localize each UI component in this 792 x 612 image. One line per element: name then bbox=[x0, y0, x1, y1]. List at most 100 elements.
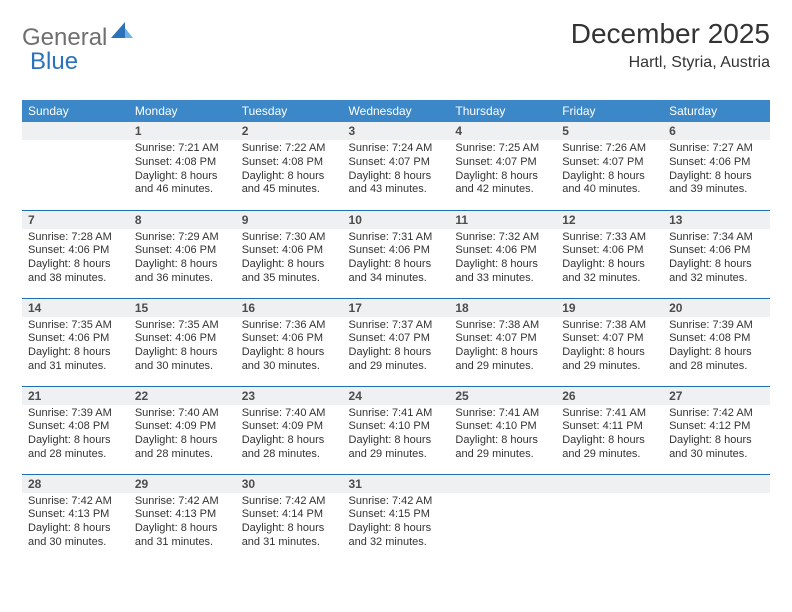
calendar-cell bbox=[22, 122, 129, 210]
day-number: 26 bbox=[556, 387, 663, 405]
day-number: 1 bbox=[129, 122, 236, 140]
calendar-cell: 15Sunrise: 7:35 AMSunset: 4:06 PMDayligh… bbox=[129, 298, 236, 386]
day-details: Sunrise: 7:36 AMSunset: 4:06 PMDaylight:… bbox=[236, 317, 343, 378]
title-block: December 2025 Hartl, Styria, Austria bbox=[571, 18, 770, 72]
day-details: Sunrise: 7:38 AMSunset: 4:07 PMDaylight:… bbox=[556, 317, 663, 378]
calendar-cell: 21Sunrise: 7:39 AMSunset: 4:08 PMDayligh… bbox=[22, 386, 129, 474]
day-number: 25 bbox=[449, 387, 556, 405]
calendar-row: 1Sunrise: 7:21 AMSunset: 4:08 PMDaylight… bbox=[22, 122, 770, 210]
day-number: 9 bbox=[236, 211, 343, 229]
calendar-cell: 1Sunrise: 7:21 AMSunset: 4:08 PMDaylight… bbox=[129, 122, 236, 210]
calendar-head: SundayMondayTuesdayWednesdayThursdayFrid… bbox=[22, 100, 770, 122]
day-details: Sunrise: 7:24 AMSunset: 4:07 PMDaylight:… bbox=[343, 140, 450, 201]
calendar-cell: 9Sunrise: 7:30 AMSunset: 4:06 PMDaylight… bbox=[236, 210, 343, 298]
calendar-cell: 10Sunrise: 7:31 AMSunset: 4:06 PMDayligh… bbox=[343, 210, 450, 298]
day-number: 27 bbox=[663, 387, 770, 405]
weekday-header: Sunday bbox=[22, 100, 129, 122]
calendar-cell: 16Sunrise: 7:36 AMSunset: 4:06 PMDayligh… bbox=[236, 298, 343, 386]
day-details: Sunrise: 7:34 AMSunset: 4:06 PMDaylight:… bbox=[663, 229, 770, 290]
day-number: 22 bbox=[129, 387, 236, 405]
calendar-cell: 7Sunrise: 7:28 AMSunset: 4:06 PMDaylight… bbox=[22, 210, 129, 298]
calendar-cell: 8Sunrise: 7:29 AMSunset: 4:06 PMDaylight… bbox=[129, 210, 236, 298]
calendar-cell bbox=[556, 474, 663, 562]
day-details: Sunrise: 7:38 AMSunset: 4:07 PMDaylight:… bbox=[449, 317, 556, 378]
calendar-cell: 14Sunrise: 7:35 AMSunset: 4:06 PMDayligh… bbox=[22, 298, 129, 386]
calendar-cell: 4Sunrise: 7:25 AMSunset: 4:07 PMDaylight… bbox=[449, 122, 556, 210]
day-details: Sunrise: 7:26 AMSunset: 4:07 PMDaylight:… bbox=[556, 140, 663, 201]
day-details: Sunrise: 7:21 AMSunset: 4:08 PMDaylight:… bbox=[129, 140, 236, 201]
calendar-cell: 13Sunrise: 7:34 AMSunset: 4:06 PMDayligh… bbox=[663, 210, 770, 298]
calendar-cell: 30Sunrise: 7:42 AMSunset: 4:14 PMDayligh… bbox=[236, 474, 343, 562]
calendar-cell: 5Sunrise: 7:26 AMSunset: 4:07 PMDaylight… bbox=[556, 122, 663, 210]
day-number-empty bbox=[22, 122, 129, 140]
day-details: Sunrise: 7:42 AMSunset: 4:12 PMDaylight:… bbox=[663, 405, 770, 466]
calendar-row: 28Sunrise: 7:42 AMSunset: 4:13 PMDayligh… bbox=[22, 474, 770, 562]
day-number: 12 bbox=[556, 211, 663, 229]
day-details: Sunrise: 7:40 AMSunset: 4:09 PMDaylight:… bbox=[129, 405, 236, 466]
calendar-cell: 17Sunrise: 7:37 AMSunset: 4:07 PMDayligh… bbox=[343, 298, 450, 386]
calendar-cell: 18Sunrise: 7:38 AMSunset: 4:07 PMDayligh… bbox=[449, 298, 556, 386]
day-number: 28 bbox=[22, 475, 129, 493]
day-details: Sunrise: 7:40 AMSunset: 4:09 PMDaylight:… bbox=[236, 405, 343, 466]
day-number: 4 bbox=[449, 122, 556, 140]
calendar-cell: 19Sunrise: 7:38 AMSunset: 4:07 PMDayligh… bbox=[556, 298, 663, 386]
day-number-empty bbox=[663, 475, 770, 493]
calendar-body: 1Sunrise: 7:21 AMSunset: 4:08 PMDaylight… bbox=[22, 122, 770, 562]
calendar-cell: 26Sunrise: 7:41 AMSunset: 4:11 PMDayligh… bbox=[556, 386, 663, 474]
day-number: 7 bbox=[22, 211, 129, 229]
calendar-row: 14Sunrise: 7:35 AMSunset: 4:06 PMDayligh… bbox=[22, 298, 770, 386]
weekday-header: Tuesday bbox=[236, 100, 343, 122]
day-number-empty bbox=[449, 475, 556, 493]
day-details: Sunrise: 7:35 AMSunset: 4:06 PMDaylight:… bbox=[129, 317, 236, 378]
day-details: Sunrise: 7:25 AMSunset: 4:07 PMDaylight:… bbox=[449, 140, 556, 201]
calendar-cell: 11Sunrise: 7:32 AMSunset: 4:06 PMDayligh… bbox=[449, 210, 556, 298]
calendar-cell bbox=[449, 474, 556, 562]
calendar-cell: 6Sunrise: 7:27 AMSunset: 4:06 PMDaylight… bbox=[663, 122, 770, 210]
calendar-cell: 22Sunrise: 7:40 AMSunset: 4:09 PMDayligh… bbox=[129, 386, 236, 474]
calendar-row: 21Sunrise: 7:39 AMSunset: 4:08 PMDayligh… bbox=[22, 386, 770, 474]
logo-blue-wrap: Blue bbox=[32, 48, 78, 76]
day-number: 11 bbox=[449, 211, 556, 229]
day-details: Sunrise: 7:41 AMSunset: 4:11 PMDaylight:… bbox=[556, 405, 663, 466]
calendar-cell: 24Sunrise: 7:41 AMSunset: 4:10 PMDayligh… bbox=[343, 386, 450, 474]
day-number: 29 bbox=[129, 475, 236, 493]
day-number: 18 bbox=[449, 299, 556, 317]
calendar-cell: 20Sunrise: 7:39 AMSunset: 4:08 PMDayligh… bbox=[663, 298, 770, 386]
day-details: Sunrise: 7:35 AMSunset: 4:06 PMDaylight:… bbox=[22, 317, 129, 378]
day-number: 20 bbox=[663, 299, 770, 317]
weekday-header: Thursday bbox=[449, 100, 556, 122]
calendar-cell: 25Sunrise: 7:41 AMSunset: 4:10 PMDayligh… bbox=[449, 386, 556, 474]
day-number: 31 bbox=[343, 475, 450, 493]
weekday-header: Monday bbox=[129, 100, 236, 122]
day-number: 5 bbox=[556, 122, 663, 140]
day-details: Sunrise: 7:29 AMSunset: 4:06 PMDaylight:… bbox=[129, 229, 236, 290]
calendar-cell: 12Sunrise: 7:33 AMSunset: 4:06 PMDayligh… bbox=[556, 210, 663, 298]
day-details: Sunrise: 7:42 AMSunset: 4:13 PMDaylight:… bbox=[129, 493, 236, 554]
day-number: 13 bbox=[663, 211, 770, 229]
calendar-cell bbox=[663, 474, 770, 562]
day-details: Sunrise: 7:30 AMSunset: 4:06 PMDaylight:… bbox=[236, 229, 343, 290]
day-number: 17 bbox=[343, 299, 450, 317]
logo-sail-icon bbox=[111, 22, 133, 45]
day-number: 24 bbox=[343, 387, 450, 405]
calendar-row: 7Sunrise: 7:28 AMSunset: 4:06 PMDaylight… bbox=[22, 210, 770, 298]
day-number: 21 bbox=[22, 387, 129, 405]
day-details: Sunrise: 7:41 AMSunset: 4:10 PMDaylight:… bbox=[449, 405, 556, 466]
day-details: Sunrise: 7:39 AMSunset: 4:08 PMDaylight:… bbox=[663, 317, 770, 378]
calendar-cell: 28Sunrise: 7:42 AMSunset: 4:13 PMDayligh… bbox=[22, 474, 129, 562]
day-number: 30 bbox=[236, 475, 343, 493]
day-number: 8 bbox=[129, 211, 236, 229]
day-number: 19 bbox=[556, 299, 663, 317]
day-number: 6 bbox=[663, 122, 770, 140]
day-details: Sunrise: 7:33 AMSunset: 4:06 PMDaylight:… bbox=[556, 229, 663, 290]
day-details: Sunrise: 7:27 AMSunset: 4:06 PMDaylight:… bbox=[663, 140, 770, 201]
logo-text-blue: Blue bbox=[30, 48, 78, 76]
weekday-header: Friday bbox=[556, 100, 663, 122]
day-details: Sunrise: 7:42 AMSunset: 4:14 PMDaylight:… bbox=[236, 493, 343, 554]
calendar-table: SundayMondayTuesdayWednesdayThursdayFrid… bbox=[22, 100, 770, 562]
calendar-page: General December 2025 Hartl, Styria, Aus… bbox=[0, 0, 792, 580]
day-number: 23 bbox=[236, 387, 343, 405]
day-details: Sunrise: 7:41 AMSunset: 4:10 PMDaylight:… bbox=[343, 405, 450, 466]
day-number: 3 bbox=[343, 122, 450, 140]
day-number: 14 bbox=[22, 299, 129, 317]
